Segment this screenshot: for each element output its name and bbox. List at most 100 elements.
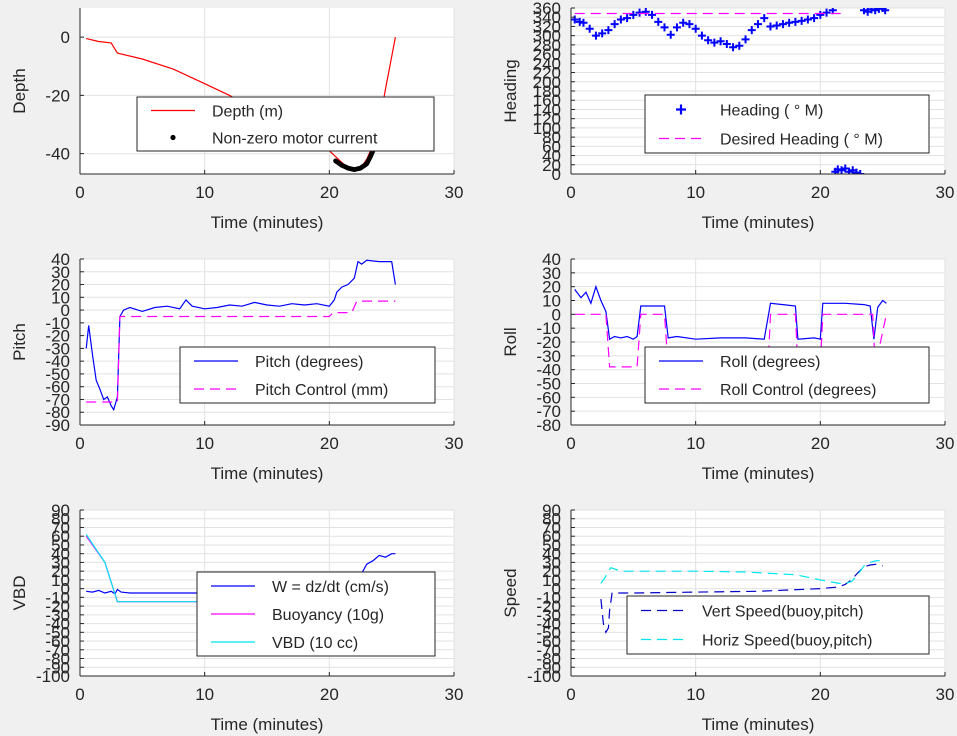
- data-point: [604, 26, 613, 35]
- y-tick-label: -10: [45, 588, 70, 607]
- y-tick-label: -50: [45, 623, 70, 642]
- data-point: [672, 23, 681, 32]
- data-point: [579, 18, 588, 27]
- y-tick-label: -60: [536, 632, 561, 651]
- legend: Depth (m) Non-zero motor current: [136, 96, 435, 152]
- series-1-line: [574, 284, 887, 341]
- y-tick-label: 80: [542, 510, 561, 529]
- y-tick-label: -40: [45, 352, 70, 371]
- y-tick-label: -60: [45, 378, 70, 397]
- y-tick-label: 80: [542, 128, 561, 147]
- y-tick-label: -50: [536, 623, 561, 642]
- y-tick-label: 120: [533, 110, 561, 129]
- y-tick-label: -70: [45, 390, 70, 409]
- x-tick-label: 20: [811, 183, 830, 202]
- legend-marker: [170, 134, 176, 141]
- x-tick-label: 30: [936, 685, 955, 704]
- x-tick-label: 30: [445, 434, 464, 453]
- x-tick-label: 0: [566, 685, 575, 704]
- y-tick-label: 60: [542, 527, 561, 546]
- legend-box: [179, 346, 436, 404]
- legend-label: Buoyancy (10g): [272, 607, 384, 624]
- y-tick-label: -20: [45, 86, 70, 105]
- data-point: [845, 167, 854, 174]
- chart-1: 0 10 20 30 -40 -20 0 Time (minutes) Depth Depth (…: [10, 8, 463, 232]
- x-tick-label: 30: [445, 183, 464, 202]
- y-tick-label: -20: [536, 333, 561, 352]
- y-tick-label: 340: [533, 8, 561, 27]
- chart-2: 0 10 20 30020406080100120140160180200220240…: [501, 0, 954, 232]
- y-tick-label: 40: [51, 545, 70, 564]
- chart-6: 0 10 20 30-100-90-80-70-60-50-40-30-20-1001…: [501, 501, 954, 734]
- x-tick-label: 0: [566, 183, 575, 202]
- data-point: [648, 10, 657, 19]
- x-tick-label: 10: [686, 685, 705, 704]
- y-tick-label: -10: [536, 588, 561, 607]
- y-axis-label: Depth: [10, 68, 29, 113]
- data-point: [654, 17, 663, 26]
- legend-label: Pitch (degrees): [255, 354, 364, 371]
- y-tick-label: -50: [536, 375, 561, 394]
- y-tick-label: 90: [542, 501, 561, 520]
- data-point: [666, 30, 675, 39]
- y-tick-label: 10: [51, 288, 70, 307]
- data-point: [881, 8, 890, 15]
- y-tick-label: -70: [536, 402, 561, 421]
- y-tick-label: -90: [45, 416, 70, 435]
- y-axis-label: Pitch: [10, 323, 29, 361]
- x-tick-label: 10: [195, 183, 214, 202]
- x-tick-label: 20: [320, 434, 339, 453]
- y-tick-label: 160: [533, 91, 561, 110]
- y-tick-label: -10: [45, 314, 70, 333]
- data-point: [729, 43, 738, 52]
- y-tick-label: 40: [51, 250, 70, 269]
- legend-box: [136, 96, 435, 152]
- legend-box: [626, 595, 930, 655]
- data-point: [772, 21, 781, 30]
- x-tick-label: 30: [936, 183, 955, 202]
- x-axis-label: Time (minutes): [211, 464, 324, 483]
- legend: Roll (degrees) Roll Control (degrees): [644, 346, 930, 404]
- series-1-line: [85, 259, 396, 412]
- x-tick-label: 30: [936, 434, 955, 453]
- data-point: [871, 8, 880, 15]
- y-tick-label: 10: [542, 292, 561, 311]
- y-tick-label: -40: [45, 615, 70, 634]
- y-tick-label: -40: [45, 145, 70, 164]
- y-tick-label: -30: [45, 606, 70, 625]
- data-point: [816, 10, 825, 19]
- legend-box: [644, 346, 930, 404]
- x-tick-label: 10: [195, 434, 214, 453]
- data-point: [591, 31, 600, 40]
- chart-4: 0 10 20 30-80-70-60-50-40-30-20-10010203040…: [501, 250, 954, 483]
- y-tick-label: 0: [552, 580, 561, 599]
- y-axis-label: VBD: [10, 576, 29, 611]
- y-tick-label: -30: [536, 347, 561, 366]
- y-tick-label: 50: [542, 536, 561, 555]
- legend-label: Desired Heading ( ° M): [720, 132, 883, 149]
- data-point: [610, 20, 619, 29]
- y-tick-label: 20: [542, 156, 561, 175]
- y-tick-label: -90: [45, 658, 70, 677]
- y-tick-label: 30: [542, 264, 561, 283]
- data-point: [704, 36, 713, 45]
- data-point: [710, 38, 719, 47]
- y-tick-label: -80: [536, 416, 561, 435]
- y-tick-label: -20: [45, 327, 70, 346]
- y-tick-label: 40: [542, 147, 561, 166]
- data-point: [598, 29, 607, 38]
- y-tick-label: -80: [536, 650, 561, 669]
- legend-box: [644, 94, 930, 154]
- legend-marker: [676, 104, 686, 115]
- y-tick-label: -90: [536, 658, 561, 677]
- data-point: [660, 23, 669, 32]
- legend-label: Pitch Control (mm): [255, 382, 388, 399]
- y-tick-label: 100: [533, 119, 561, 138]
- chart-5: 0 10 20 30-100-90-80-70-60-50-40-30-20-1001…: [10, 501, 463, 734]
- data-point: [778, 20, 787, 29]
- data-point: [685, 20, 694, 29]
- data-point: [822, 8, 831, 17]
- legend: Heading ( ° M) Desired Heading ( ° M): [644, 94, 930, 154]
- series-layer: [85, 259, 396, 412]
